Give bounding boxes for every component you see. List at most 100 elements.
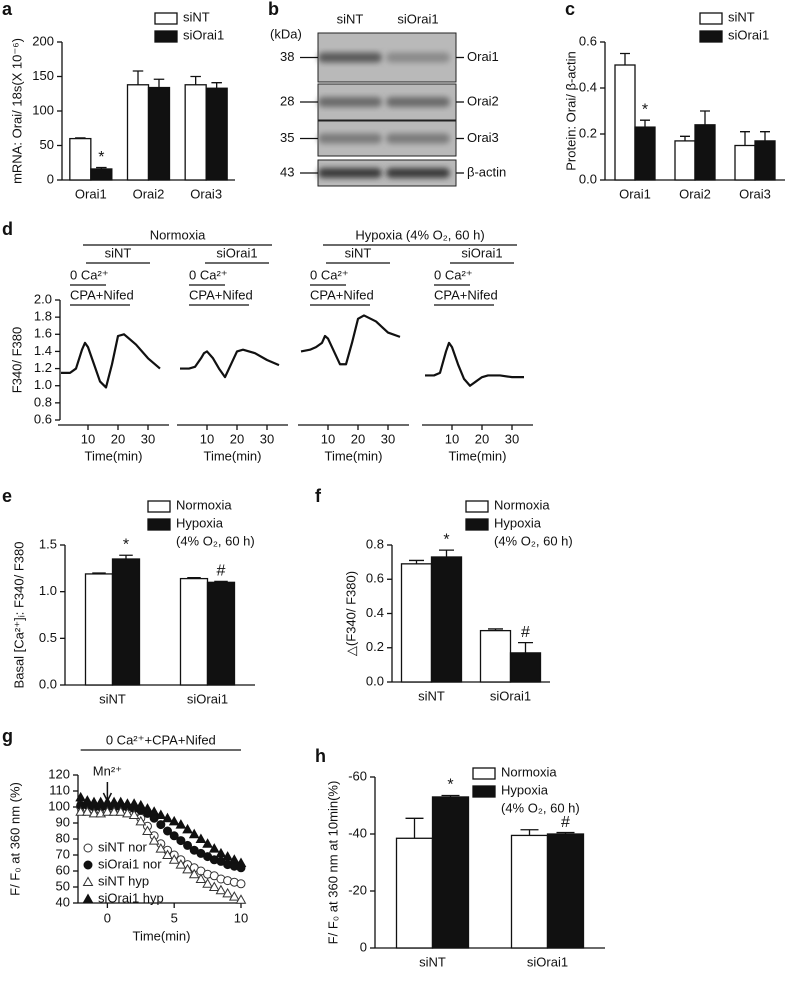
period-label: CPA+Nifed [70, 287, 134, 302]
y-tick-label: 0.6 [366, 571, 384, 586]
point [115, 806, 127, 816]
point [135, 815, 147, 826]
x-tick-label: Orai3 [739, 186, 771, 201]
point [156, 820, 166, 830]
bar [126, 84, 150, 181]
point [228, 854, 240, 864]
bar [614, 64, 636, 181]
bar [179, 577, 209, 686]
y-tick-label: -40 [348, 825, 367, 840]
x-tick-label: Orai1 [75, 186, 107, 201]
y-tick-label: 0.8 [34, 394, 52, 409]
y-tick-label: 0.0 [579, 171, 597, 186]
x-axis-label: Time(min) [448, 448, 506, 463]
bar [430, 556, 463, 683]
panel-letter: h [315, 746, 326, 766]
point [108, 806, 120, 816]
annotation: * [443, 531, 449, 548]
bar [147, 86, 171, 181]
bar [206, 581, 236, 686]
point [102, 796, 113, 807]
error-bar [96, 166, 107, 169]
legend-label: siNT nor [98, 839, 148, 854]
y-axis-label: F340/ F380 [9, 327, 24, 394]
y-axis-label: △(F340/ F380) [343, 571, 358, 656]
bar [400, 563, 433, 683]
x-tick-label: 10 [81, 431, 95, 446]
point [168, 815, 180, 826]
point [175, 819, 187, 829]
x-tick-label: 30 [141, 431, 155, 446]
bar [431, 796, 470, 949]
period-label: CPA+Nifed [189, 287, 253, 302]
y-tick-label: 100 [32, 102, 54, 117]
y-tick-label: 40 [56, 894, 70, 909]
error-bar [211, 82, 222, 89]
y-tick-label: 0.0 [366, 673, 384, 688]
annotation: # [521, 624, 530, 641]
point [122, 798, 133, 808]
bar [479, 629, 512, 683]
error-bar [520, 829, 539, 836]
error-bar [153, 78, 165, 88]
point [75, 806, 87, 816]
x-tick-label: siOrai1 [527, 954, 568, 969]
point [168, 854, 180, 864]
y-tick-label: 0.6 [34, 411, 52, 426]
legend-marker [82, 876, 94, 886]
period-label: CPA+Nifed [434, 287, 498, 302]
panel-letter: f [315, 486, 322, 506]
blot-band [318, 52, 382, 63]
y-tick-label: 0.8 [366, 536, 384, 551]
panel-letter: e [2, 486, 12, 506]
point [148, 835, 160, 845]
annotation: * [123, 536, 129, 553]
trace-label: siNT [345, 245, 372, 260]
y-axis-label: mRNA: Orai/ 18s(X 10⁻⁶) [9, 38, 24, 184]
x-tick-label: 10 [234, 910, 248, 925]
legend-label: siOrai1 [728, 27, 769, 42]
point [195, 833, 207, 843]
legend-marker [82, 893, 94, 903]
y-tick-label: 60 [56, 862, 70, 877]
point [235, 857, 247, 867]
error-bar [119, 554, 133, 559]
legend-note: (4% O₂, 60 h) [176, 533, 255, 548]
trace-label: siOrai1 [461, 245, 502, 260]
lane-label: siNT [337, 11, 364, 26]
y-tick-label: 0.4 [366, 605, 384, 620]
row-label: β-actin [467, 164, 506, 179]
error-bar [620, 52, 630, 65]
point [81, 795, 93, 805]
blot-band [386, 97, 450, 107]
point [162, 849, 173, 859]
point [148, 806, 160, 816]
panel-letter: c [565, 0, 575, 19]
bar [510, 834, 549, 949]
bar [205, 87, 228, 181]
row-label: Orai2 [467, 93, 499, 108]
bar [111, 558, 141, 686]
arrow-label: Mn²⁺ [93, 763, 122, 778]
x-axis-label: Time(min) [84, 448, 142, 463]
legend-marker [83, 860, 93, 870]
error-bar [405, 817, 424, 839]
x-tick-label: Orai3 [190, 186, 222, 201]
x-axis-label: Time(min) [324, 448, 382, 463]
annotation: * [447, 777, 453, 794]
error-bar [214, 580, 228, 583]
annotation: * [642, 101, 648, 118]
point [202, 838, 213, 848]
bar [90, 168, 113, 181]
x-tick-label: 30 [260, 431, 274, 446]
kda-label: 38 [280, 49, 294, 64]
x-tick-label: siOrai1 [187, 691, 228, 706]
legend-label: Normoxia [176, 497, 232, 512]
error-bar [488, 628, 503, 631]
error-bar [518, 641, 533, 653]
point [115, 796, 127, 807]
x-axis-label: Time(min) [132, 928, 190, 943]
y-tick-label: 70 [56, 846, 70, 861]
point [222, 887, 233, 898]
bar [509, 652, 542, 683]
